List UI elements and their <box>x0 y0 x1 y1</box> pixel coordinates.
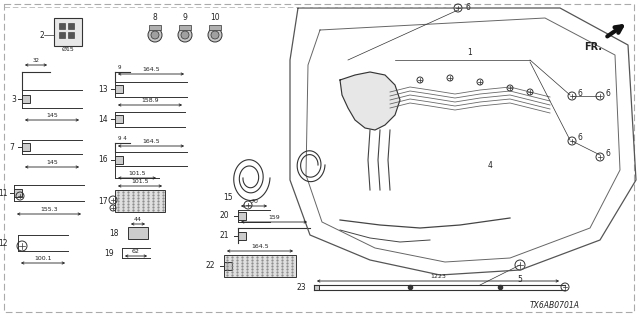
Bar <box>22 143 30 151</box>
Circle shape <box>208 28 222 42</box>
Bar <box>115 115 123 123</box>
Bar <box>238 232 246 240</box>
Circle shape <box>148 28 162 42</box>
Text: 4: 4 <box>488 161 492 170</box>
Text: 11: 11 <box>0 188 8 197</box>
Bar <box>68 23 74 29</box>
Text: FR.: FR. <box>584 42 602 52</box>
Bar <box>59 32 65 38</box>
Text: 20: 20 <box>220 212 229 220</box>
Text: 101.5: 101.5 <box>131 179 148 184</box>
Text: 62: 62 <box>132 249 140 254</box>
Bar <box>128 227 148 239</box>
Text: 32: 32 <box>33 58 40 63</box>
Text: 17: 17 <box>99 196 108 205</box>
Text: 10: 10 <box>210 13 220 22</box>
Circle shape <box>181 31 189 39</box>
Bar <box>224 255 296 277</box>
Bar <box>209 25 221 30</box>
Bar <box>115 156 123 164</box>
Polygon shape <box>340 72 400 130</box>
Text: Ø15: Ø15 <box>61 46 74 52</box>
Text: 1223: 1223 <box>430 274 446 279</box>
Text: 1: 1 <box>468 48 472 57</box>
Text: TX6AB0701A: TX6AB0701A <box>530 301 580 310</box>
Bar <box>238 212 246 220</box>
Text: 22: 22 <box>205 261 215 270</box>
Text: 9: 9 <box>182 13 188 22</box>
Text: 2: 2 <box>39 30 44 39</box>
Text: 16: 16 <box>99 156 108 164</box>
Text: 21: 21 <box>220 231 229 241</box>
Bar <box>22 95 30 103</box>
Text: 13: 13 <box>99 84 108 93</box>
Text: 6: 6 <box>606 149 611 158</box>
Text: 8: 8 <box>152 13 157 22</box>
Circle shape <box>211 31 219 39</box>
Text: 101.5: 101.5 <box>128 171 146 176</box>
Bar <box>68 32 74 38</box>
Text: 6: 6 <box>606 89 611 98</box>
Text: 164.5: 164.5 <box>142 139 160 144</box>
Text: 3: 3 <box>11 94 16 103</box>
Text: 15: 15 <box>223 194 233 203</box>
Text: 18: 18 <box>109 228 119 237</box>
Circle shape <box>178 28 192 42</box>
Text: 145: 145 <box>46 113 58 118</box>
Text: 100.1: 100.1 <box>35 256 52 261</box>
Text: 70: 70 <box>250 199 258 204</box>
Text: 6: 6 <box>465 4 470 12</box>
Text: 7: 7 <box>9 142 14 151</box>
Text: 6: 6 <box>578 133 583 142</box>
Text: 5: 5 <box>518 275 522 284</box>
Text: 9: 9 <box>118 65 122 70</box>
Text: 9 4: 9 4 <box>118 136 127 141</box>
Text: 159: 159 <box>268 215 280 220</box>
Bar <box>149 25 161 30</box>
Bar <box>179 25 191 30</box>
Text: 14: 14 <box>99 115 108 124</box>
Text: 23: 23 <box>296 283 306 292</box>
Bar <box>54 18 82 46</box>
Bar <box>115 190 165 212</box>
Bar <box>115 85 123 93</box>
Text: 145: 145 <box>46 160 58 165</box>
Text: 158.9: 158.9 <box>141 98 159 103</box>
Text: 44: 44 <box>134 217 142 222</box>
Text: 164.5: 164.5 <box>142 67 160 72</box>
Bar <box>314 284 319 290</box>
Text: 164.5: 164.5 <box>251 244 269 249</box>
Bar <box>224 262 232 270</box>
Bar <box>59 23 65 29</box>
Bar <box>14 189 22 197</box>
Text: 19: 19 <box>104 249 114 258</box>
Text: 6: 6 <box>578 89 583 98</box>
Circle shape <box>151 31 159 39</box>
Text: 12: 12 <box>0 238 8 247</box>
Text: 155.3: 155.3 <box>40 207 58 212</box>
